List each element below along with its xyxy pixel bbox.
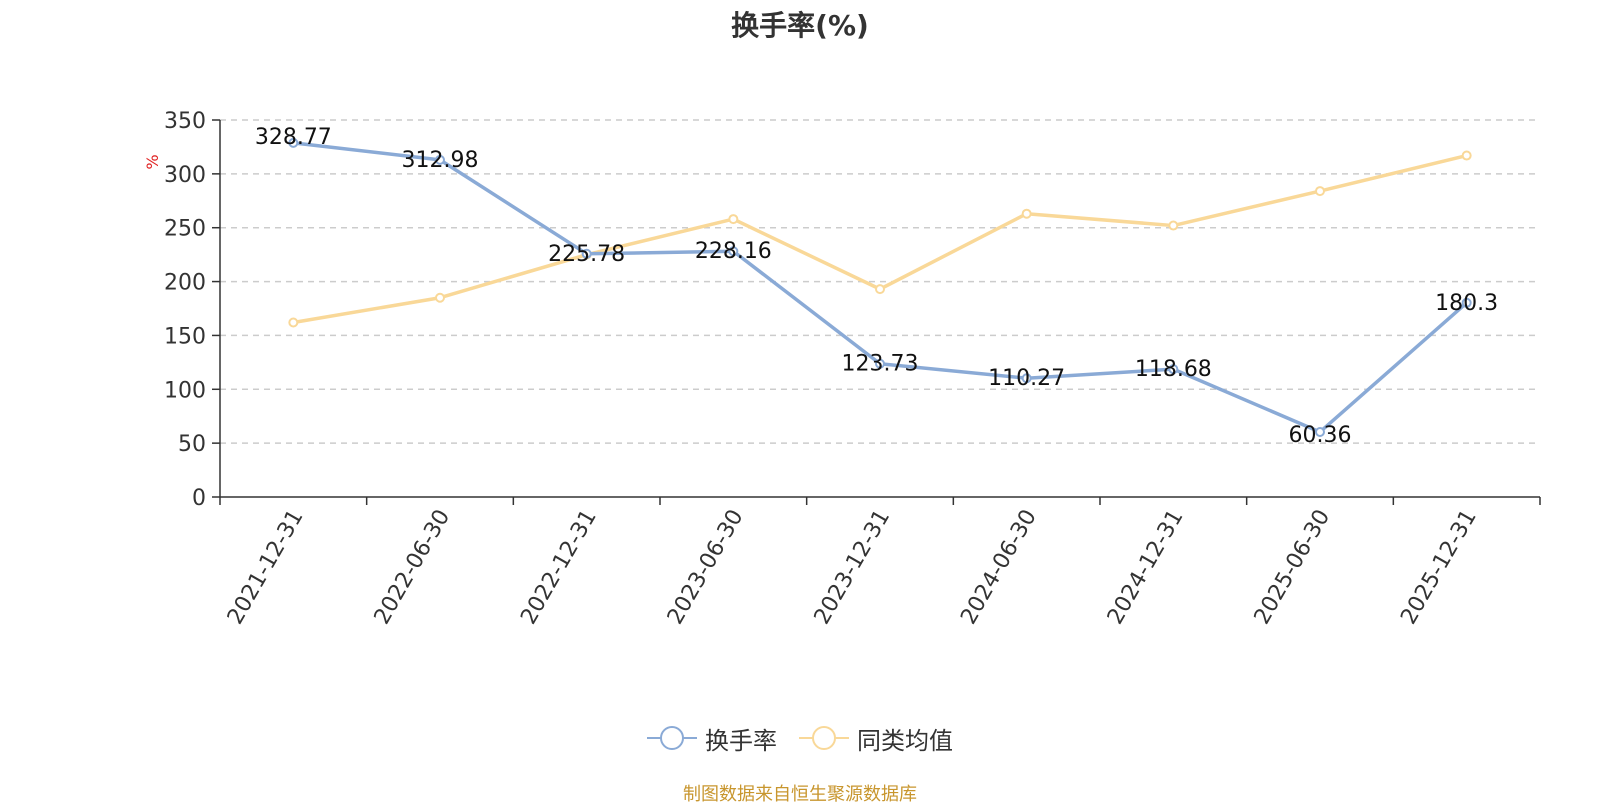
data-labels: 328.77 312.98 225.78 228.16 123.73 110.27 118.… <box>255 125 1498 448</box>
legend: 换手率 同类均值 <box>0 720 1600 756</box>
x-tick-label: 2024-12-31 <box>1103 506 1189 629</box>
data-point-turnover <box>1315 426 1325 437</box>
legend-label-turnover: 换手率 <box>705 726 777 755</box>
x-tick-label: 2022-12-31 <box>516 506 602 629</box>
y-tick-label: 200 <box>164 271 206 296</box>
data-point-turnover <box>288 137 299 148</box>
x-tick-label: 2022-06-30 <box>370 506 456 629</box>
y-tick-label: 50 <box>178 432 206 457</box>
grid-lines <box>220 119 1540 444</box>
data-point-turnover <box>875 358 885 369</box>
x-tick-label: 2021-12-31 <box>223 506 309 629</box>
chart-title: 换手率(%) <box>731 9 869 42</box>
data-label-turnover: 123.73 <box>842 352 919 377</box>
data-point-peer-average <box>1021 208 1032 219</box>
legend-swatch-turnover-icon <box>647 726 697 750</box>
data-label-turnover: 110.27 <box>988 366 1065 391</box>
data-point-turnover <box>1168 364 1179 375</box>
x-tick-label: 2024-06-30 <box>956 506 1042 629</box>
data-label-turnover: 118.68 <box>1135 357 1212 382</box>
data-point-peer-average <box>435 292 445 303</box>
data-label-turnover: 225.78 <box>548 242 625 267</box>
source-note: 制图数据来自恒生聚源数据库 <box>683 784 917 805</box>
data-point-turnover <box>581 248 592 259</box>
data-point-turnover <box>1461 297 1472 308</box>
data-label-turnover: 328.77 <box>255 125 332 150</box>
y-tick-label: 100 <box>164 378 206 403</box>
x-tick-label: 2023-06-30 <box>663 506 749 629</box>
y-axis-unit-label: % <box>143 154 162 169</box>
legend-item-turnover[interactable]: 换手率 <box>647 721 777 756</box>
legend-label-peer-average: 同类均值 <box>857 726 953 755</box>
data-point-peer-average <box>1315 186 1325 197</box>
y-tick-label: 150 <box>164 324 206 349</box>
y-tick-label: 350 <box>164 109 206 134</box>
data-point-peer-average <box>288 317 299 328</box>
data-label-turnover: 180.3 <box>1435 291 1498 316</box>
data-point-peer-average <box>1461 150 1472 161</box>
data-label-turnover: 312.98 <box>402 148 479 173</box>
data-label-turnover: 60.36 <box>1289 423 1352 448</box>
x-tick-label: 2025-12-31 <box>1396 506 1482 629</box>
legend-item-peer-average[interactable]: 同类均值 <box>799 721 953 756</box>
y-tick-label: 300 <box>164 163 206 188</box>
data-point-peer-average <box>875 284 885 295</box>
x-tick-label: 2023-12-31 <box>810 506 896 629</box>
data-point-turnover <box>435 154 445 165</box>
y-tick-label: 0 <box>192 486 206 511</box>
y-tick-label: 250 <box>164 217 206 242</box>
data-point-peer-average <box>728 214 739 225</box>
data-label-turnover: 228.16 <box>695 239 772 264</box>
data-point-turnover <box>728 246 739 257</box>
data-point-peer-average <box>1168 220 1179 231</box>
x-tick-label: 2025-06-30 <box>1250 506 1336 629</box>
series-lines <box>288 137 1472 437</box>
legend-swatch-peer-average-icon <box>799 726 849 750</box>
data-point-turnover <box>1021 373 1032 384</box>
